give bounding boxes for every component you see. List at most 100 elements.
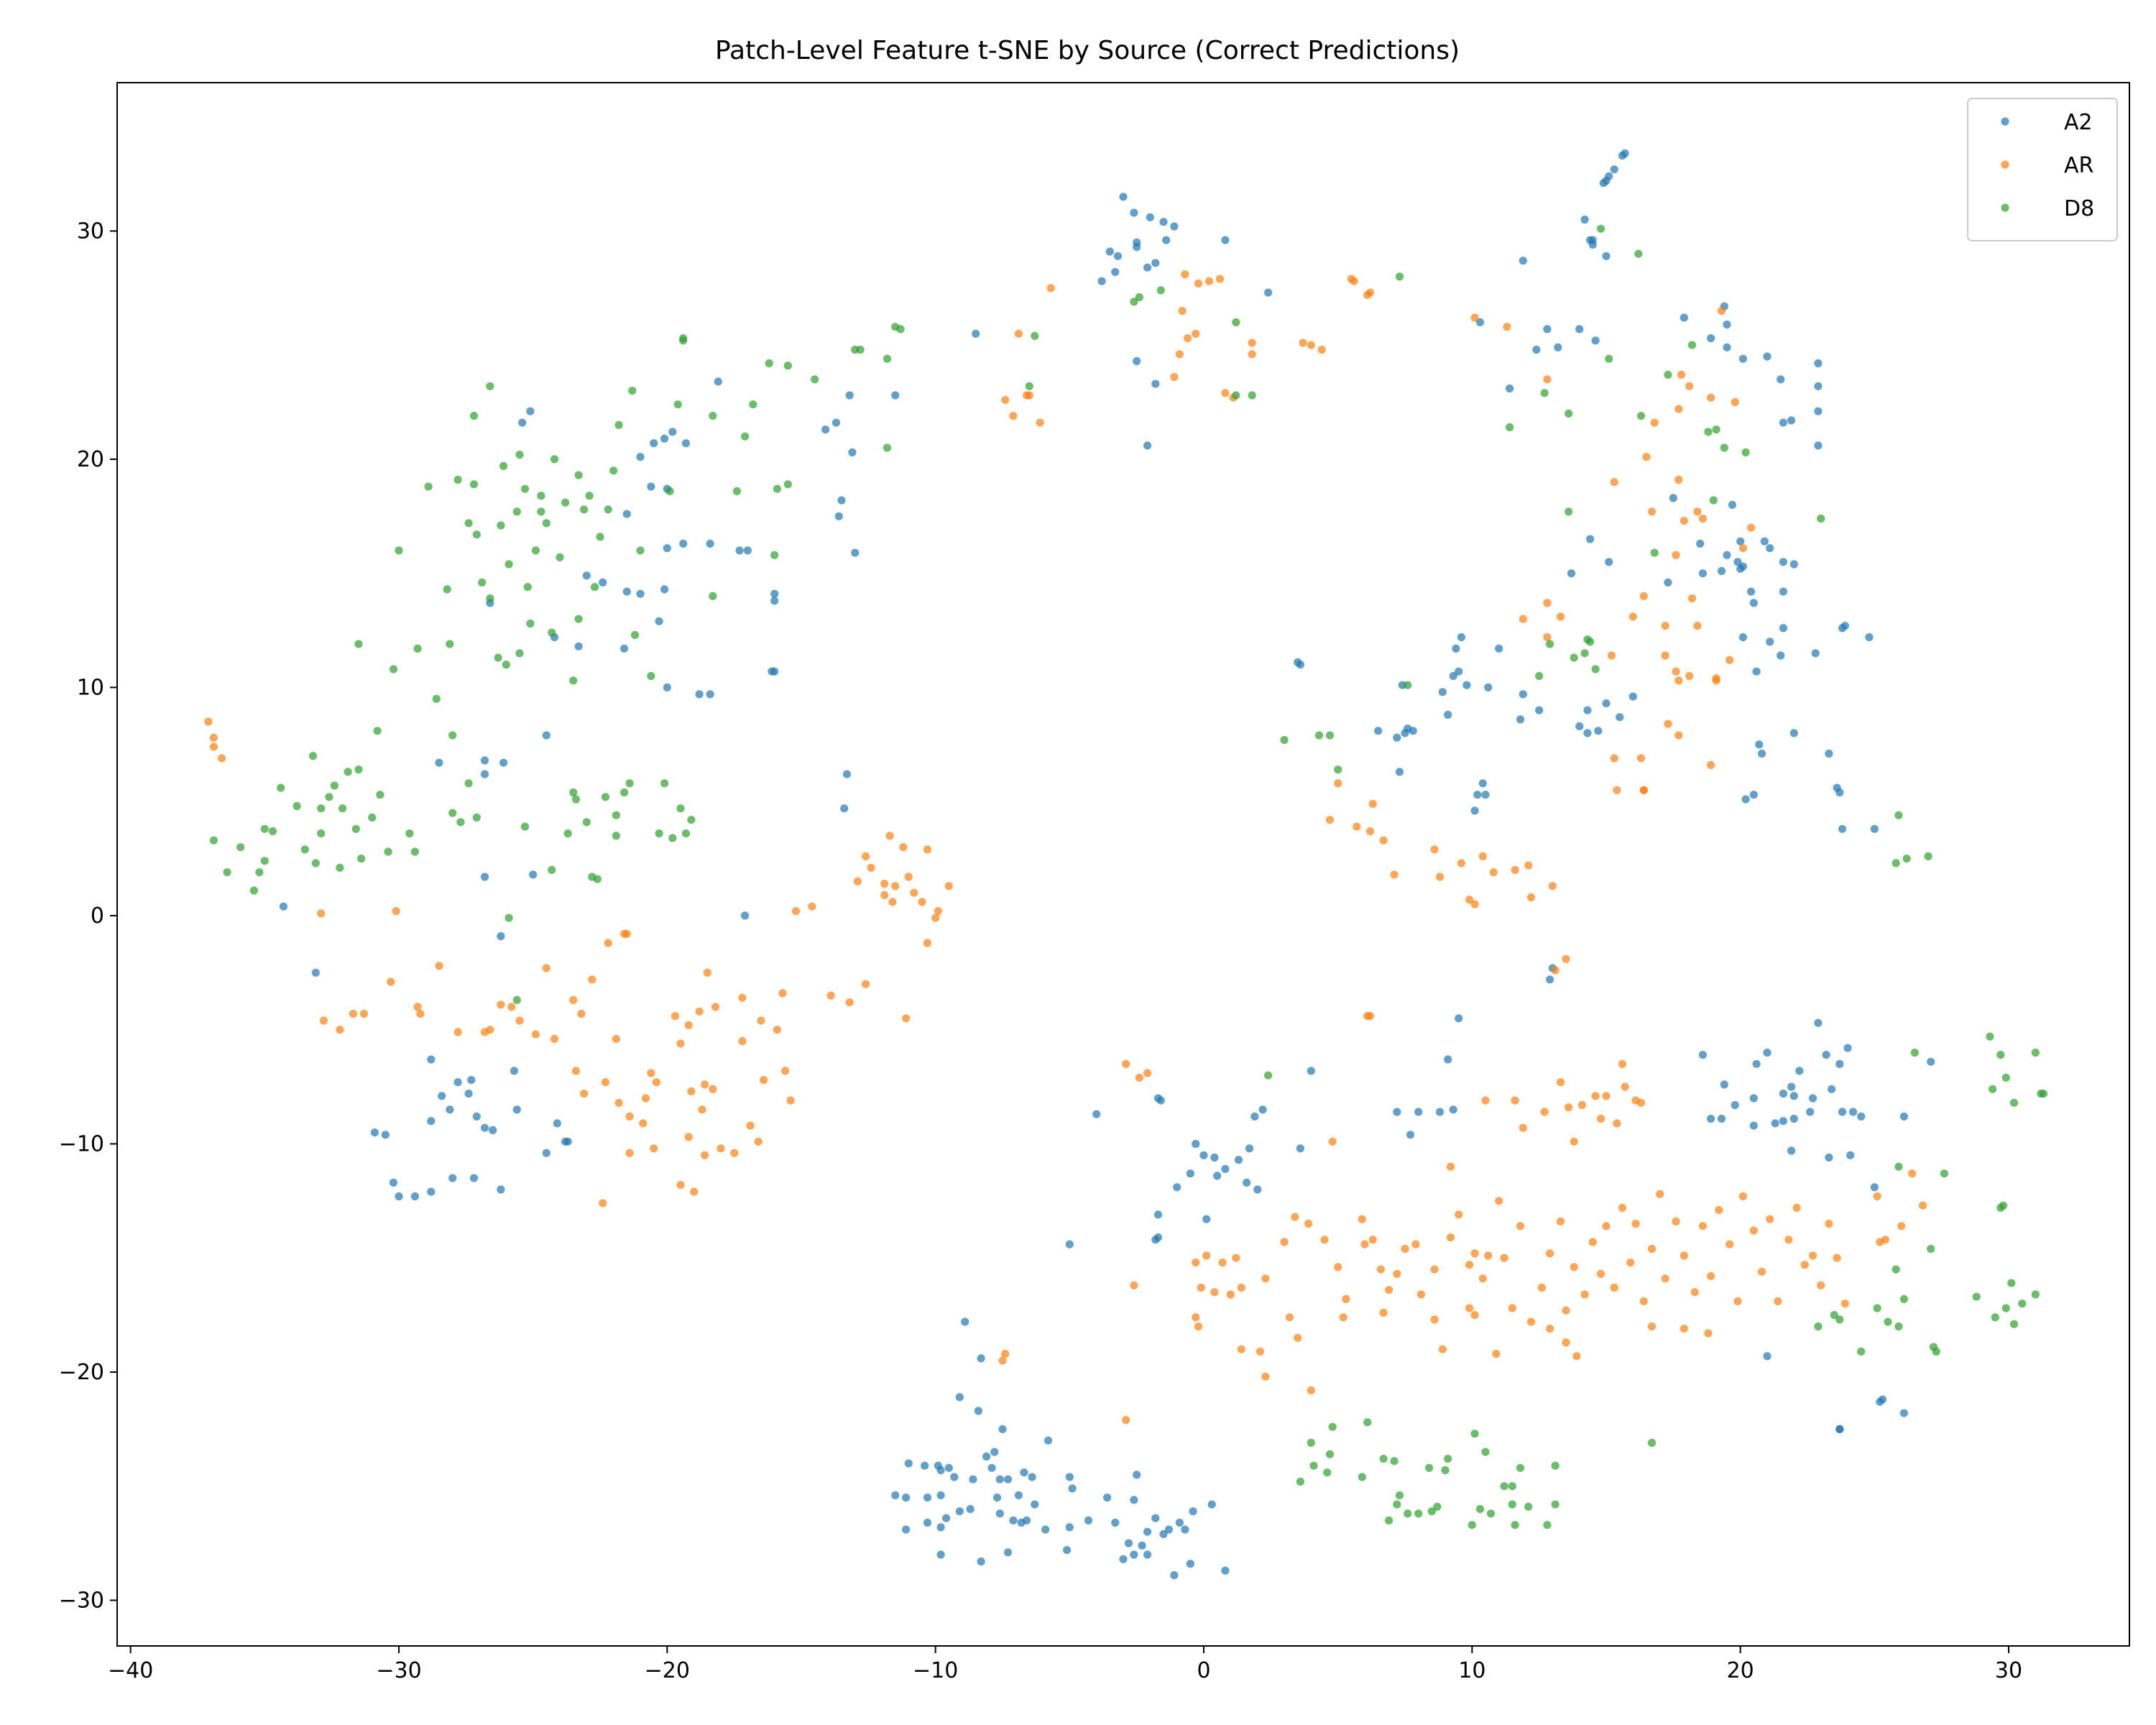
point-D8-74 [647, 671, 655, 681]
point-AR-8 [349, 1009, 358, 1018]
point-AR-26 [604, 939, 612, 947]
point-D8-176 [1444, 1455, 1452, 1463]
point-AR-125 [1325, 816, 1335, 824]
point-A2-294 [1825, 749, 1833, 758]
point-A2-303 [1707, 1114, 1715, 1123]
point-D8-26 [336, 863, 344, 872]
y-tick-label: 0 [91, 903, 104, 929]
point-D8-76 [673, 400, 682, 409]
point-D8-234 [1924, 852, 1932, 860]
point-D8-113 [655, 829, 663, 838]
point-D8-56 [537, 507, 545, 516]
point-A2-265 [1814, 407, 1823, 415]
point-A2-317 [1808, 1094, 1818, 1103]
point-A2-289 [1757, 749, 1766, 758]
point-A2-266 [1814, 441, 1823, 450]
x-tick-label: −40 [108, 1658, 153, 1683]
point-D8-214 [2031, 1290, 2040, 1299]
point-AR-34 [625, 1112, 634, 1121]
point-AR-245 [1562, 1338, 1570, 1347]
point-D8-173 [1393, 1500, 1401, 1509]
point-A2-186 [1003, 1548, 1013, 1557]
point-AR-11 [413, 1003, 422, 1011]
point-D8-68 [604, 505, 612, 514]
point-D8-104 [571, 795, 581, 804]
point-D8-86 [783, 480, 792, 489]
point-AR-16 [486, 1026, 494, 1034]
point-A2-187 [1023, 1516, 1031, 1524]
point-A2-130 [1020, 1468, 1028, 1477]
legend-label-D8: D8 [2064, 196, 2094, 221]
point-D8-28 [389, 665, 398, 673]
point-AR-220 [1738, 1192, 1747, 1201]
point-D8-219 [2001, 1073, 2010, 1082]
point-A2-214 [1516, 715, 1525, 724]
point-AR-226 [1792, 1203, 1801, 1212]
point-D8-230 [1830, 1311, 1838, 1320]
point-A2-192 [1414, 1108, 1423, 1116]
point-A2-170 [1138, 1541, 1146, 1550]
legend: A2 AR D8 [1967, 98, 2118, 242]
point-A2-326 [1857, 1112, 1866, 1121]
point-AR-254 [1556, 1078, 1565, 1087]
point-D8-213 [2018, 1300, 2027, 1308]
point-AR-282 [1543, 633, 1552, 642]
point-AR-151 [1197, 1283, 1205, 1292]
point-AR-159 [1237, 1345, 1245, 1353]
point-A2-275 [1789, 560, 1798, 569]
point-A2-260 [1777, 375, 1785, 384]
point-D8-128 [1130, 298, 1138, 306]
point-AR-265 [1636, 1098, 1646, 1107]
point-AR-192 [1516, 1222, 1525, 1230]
point-A2-301 [1841, 622, 1849, 630]
point-AR-278 [1674, 731, 1683, 740]
point-AR-262 [1621, 1082, 1629, 1091]
point-A2-112 [1296, 1144, 1304, 1153]
point-AR-63 [690, 1187, 699, 1196]
point-A2-302 [1698, 1051, 1707, 1059]
point-D8-211 [2001, 1304, 2010, 1312]
point-AR-132 [1430, 845, 1439, 854]
point-D8-159 [1570, 653, 1578, 662]
point-A2-72 [842, 770, 852, 778]
point-D8-218 [2009, 1098, 2019, 1107]
point-AR-199 [1570, 1263, 1578, 1271]
point-AR-144 [1551, 966, 1560, 975]
point-A2-205 [1455, 667, 1463, 676]
point-A2-19 [972, 329, 980, 338]
point-A2-65 [480, 770, 489, 778]
point-D8-188 [1543, 1521, 1552, 1530]
point-A2-316 [1795, 1067, 1804, 1075]
point-A2-160 [1031, 1500, 1039, 1509]
legend-label-A2: A2 [2064, 110, 2093, 135]
point-A2-111 [1258, 1105, 1267, 1114]
point-D8-67 [596, 533, 604, 541]
point-A2-47 [622, 587, 631, 596]
point-D8-200 [1884, 1317, 1892, 1326]
point-AR-156 [1226, 1290, 1235, 1299]
point-AR-104 [1184, 334, 1192, 343]
point-AR-2 [209, 742, 218, 751]
point-D8-46 [497, 521, 505, 530]
point-D8-38 [448, 809, 457, 817]
point-AR-304 [1731, 397, 1739, 407]
point-AR-197 [1556, 1217, 1565, 1225]
point-D8-205 [1927, 1244, 1935, 1254]
point-D8-24 [405, 829, 414, 838]
point-D8-6 [260, 824, 269, 833]
point-A2-253 [1680, 313, 1688, 322]
point-A2-68 [497, 932, 505, 941]
point-AR-169 [1334, 1263, 1342, 1271]
point-AR-291 [1672, 551, 1680, 559]
point-D8-57 [542, 519, 550, 528]
point-A2-314 [1787, 1082, 1796, 1091]
point-D8-59 [550, 455, 559, 464]
point-A2-311 [1771, 1119, 1779, 1128]
point-AR-210 [1656, 1190, 1664, 1198]
point-AR-284 [1556, 612, 1565, 621]
point-A2-218 [1478, 779, 1487, 788]
point-D8-130 [1232, 318, 1240, 326]
point-A2-74 [311, 968, 320, 977]
point-A2-101 [1153, 1094, 1163, 1103]
